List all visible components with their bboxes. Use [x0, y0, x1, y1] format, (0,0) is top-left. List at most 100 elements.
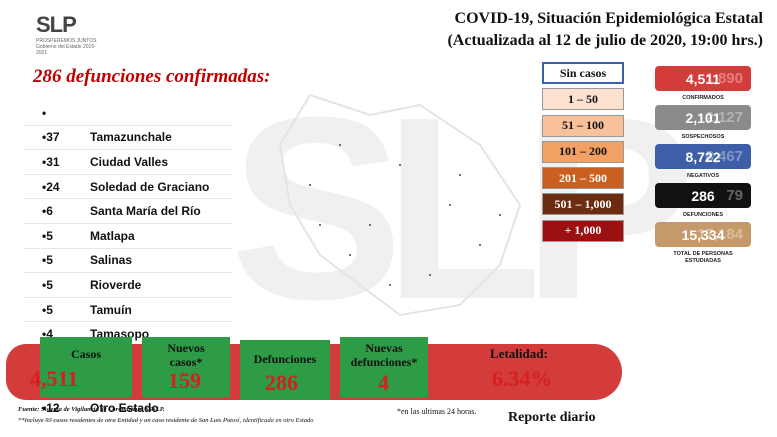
deaths-headline: 286 defunciones confirmadas:: [33, 66, 271, 87]
list-item-name: Tamuín: [90, 302, 132, 317]
bullet-icon: •: [42, 154, 47, 169]
bullet-icon: •: [42, 302, 47, 317]
letalidad-label: Letalidad:: [490, 346, 548, 361]
stat-card: 286 79 DEFUNCIONES: [655, 183, 751, 222]
stat-overlay-value: 8,467: [705, 148, 743, 165]
bullet-icon: •: [42, 228, 47, 243]
bullet-icon: •: [42, 277, 47, 292]
list-item: • 5 Rioverde: [24, 273, 232, 298]
legend-item: 51 – 100: [542, 114, 624, 137]
stat-value-box: 2,101 2,127: [655, 105, 751, 130]
nuevas-defunciones-value: 4: [378, 370, 389, 395]
bullet-icon: •: [42, 105, 47, 120]
list-item-count: 6: [46, 204, 53, 219]
stat-label: TOTAL DE PERSONAS ESTUDIADAS: [673, 251, 733, 264]
list-item-name: Otro Estado: [90, 400, 159, 415]
list-item-count: 37: [46, 130, 60, 145]
list-item-name: Tamazunchale: [90, 130, 172, 145]
legend-item: 101 – 200: [542, 140, 624, 163]
list-item-count: 5: [46, 228, 53, 243]
list-item: • 5 Matlapa: [24, 224, 232, 249]
casos-box: Casos: [40, 337, 132, 397]
list-item-count-wrap: • 12: [24, 401, 90, 415]
stat-overlay-value: 17,184: [697, 226, 743, 243]
stats-panel: 4,511 1,890 CONFIRMADOS 2,101 2,127 SOSPECHOS…: [655, 66, 751, 271]
list-item-count: 24: [46, 179, 60, 194]
list-item: • 24 Soledad de Graciano: [24, 175, 232, 200]
stat-value: 2,101: [685, 109, 721, 126]
stat-value: 286: [691, 187, 715, 204]
list-item-name: Soledad de Graciano: [90, 179, 210, 194]
title-line-1: COVID-19, Situación Epidemiológica Estat…: [454, 10, 763, 27]
stat-value-box: 286 79: [655, 183, 751, 208]
nuevos-casos-value: 159: [168, 368, 201, 393]
list-item-count-wrap: • 4: [24, 327, 90, 341]
legend-item: Sin casos: [542, 62, 624, 84]
defunciones-value: 286: [265, 370, 298, 395]
letalidad-value: 6.34%: [492, 366, 553, 391]
stat-card: 4,511 1,890 CONFIRMADOS: [655, 66, 751, 105]
stat-value: 4,511: [685, 70, 721, 87]
page-title: COVID-19, Situación Epidemiológica Estat…: [363, 8, 763, 52]
list-item: • 37 Tamazunchale: [24, 126, 232, 151]
list-item-name: Salinas: [90, 253, 133, 268]
list-item-name: Ciudad Valles: [90, 154, 169, 169]
list-item-count-wrap: • 37: [24, 130, 90, 144]
stat-label: DEFUNCIONES: [682, 212, 724, 218]
slp-logo: SLP PROSPEREMOS JUNTOS Gobierno del Esta…: [36, 12, 106, 56]
legend-item: 501 – 1,000: [542, 193, 624, 216]
map-legend: Sin casos 1 – 50 51 – 100 101 – 200 201 – 50…: [542, 62, 624, 246]
list-item-count-wrap: • 5: [24, 278, 90, 292]
bullet-icon: •: [42, 179, 47, 194]
list-item-count: 5: [46, 302, 53, 317]
list-item-count-wrap: • 5: [24, 303, 90, 317]
stat-overlay-value: 79: [726, 187, 743, 204]
stat-label: CONFIRMADOS: [682, 95, 724, 101]
bullet-icon: •: [42, 204, 47, 219]
logo-mark: SLP: [36, 12, 77, 37]
list-item-count-wrap: • 5: [24, 253, 90, 267]
list-item-count-wrap: • 31: [24, 155, 90, 169]
residents-note: **Incluye 93 casos residentes de otra En…: [18, 417, 314, 424]
list-item: • 5 Salinas: [24, 249, 232, 274]
list-header-row: •: [24, 101, 232, 126]
report-label: Reporte diario: [508, 410, 596, 425]
list-item-name: Santa María del Río: [90, 204, 201, 219]
legend-item: 1 – 50: [542, 88, 624, 111]
stat-card: 8,722 8,467 NEGATIVOS: [655, 144, 751, 183]
stat-overlay-value: 2,127: [705, 109, 743, 126]
list-item-count-wrap: • 5: [24, 229, 90, 243]
stat-value-box: 8,722 8,467: [655, 144, 751, 169]
stat-value: 8,722: [685, 148, 721, 165]
bullet-icon: •: [42, 400, 47, 415]
list-item-count: 5: [46, 253, 53, 268]
stat-value: 15,334: [681, 226, 725, 243]
defunciones-label: Defunciones: [253, 352, 317, 366]
state-map: [250, 85, 540, 325]
casos-value: 4,511: [30, 366, 79, 391]
list-item-count: 31: [46, 154, 60, 169]
defunciones-box: Defunciones: [240, 340, 330, 400]
list-item-count: 12: [46, 400, 60, 415]
list-item-name: Matlapa: [90, 228, 135, 243]
list-item-count: 5: [46, 277, 53, 292]
legend-item: 201 – 500: [542, 167, 624, 190]
list-item: • 5 Tamuín: [24, 298, 232, 323]
nuevos-casos-label: Nuevos casos*: [167, 341, 205, 369]
stat-label: SOSPECHOSOS: [681, 134, 725, 140]
logo-subtitle-2: Gobierno del Estado 2015-2021: [36, 44, 96, 56]
stat-card: 2,101 2,127 SOSPECHOSOS: [655, 105, 751, 144]
stat-value-box: 4,511 1,890: [655, 66, 751, 91]
stat-label: NEGATIVOS: [687, 173, 719, 179]
last-24h-note: *en las ultimas 24 horas.: [397, 407, 477, 416]
list-item-name: Rioverde: [90, 277, 142, 292]
stat-value-box: 15,334 17,184: [655, 222, 751, 247]
legend-item: + 1,000: [542, 219, 624, 242]
stat-card: 15,334 17,184 TOTAL DE PERSONAS ESTUDIADAS: [655, 222, 751, 271]
logo-subtitle: PROSPEREMOS JUNTOS: [36, 38, 97, 44]
source-note: Fuente: Sistema de Vigilancia de Coronav…: [18, 406, 165, 413]
nuevas-defunciones-box: Nuevas defunciones*: [340, 337, 428, 397]
list-item-count-wrap: • 6: [24, 204, 90, 218]
list-item-count-wrap: • 24: [24, 180, 90, 194]
title-line-2: (Actualizada al 12 de julio de 2020, 19:…: [447, 32, 763, 49]
